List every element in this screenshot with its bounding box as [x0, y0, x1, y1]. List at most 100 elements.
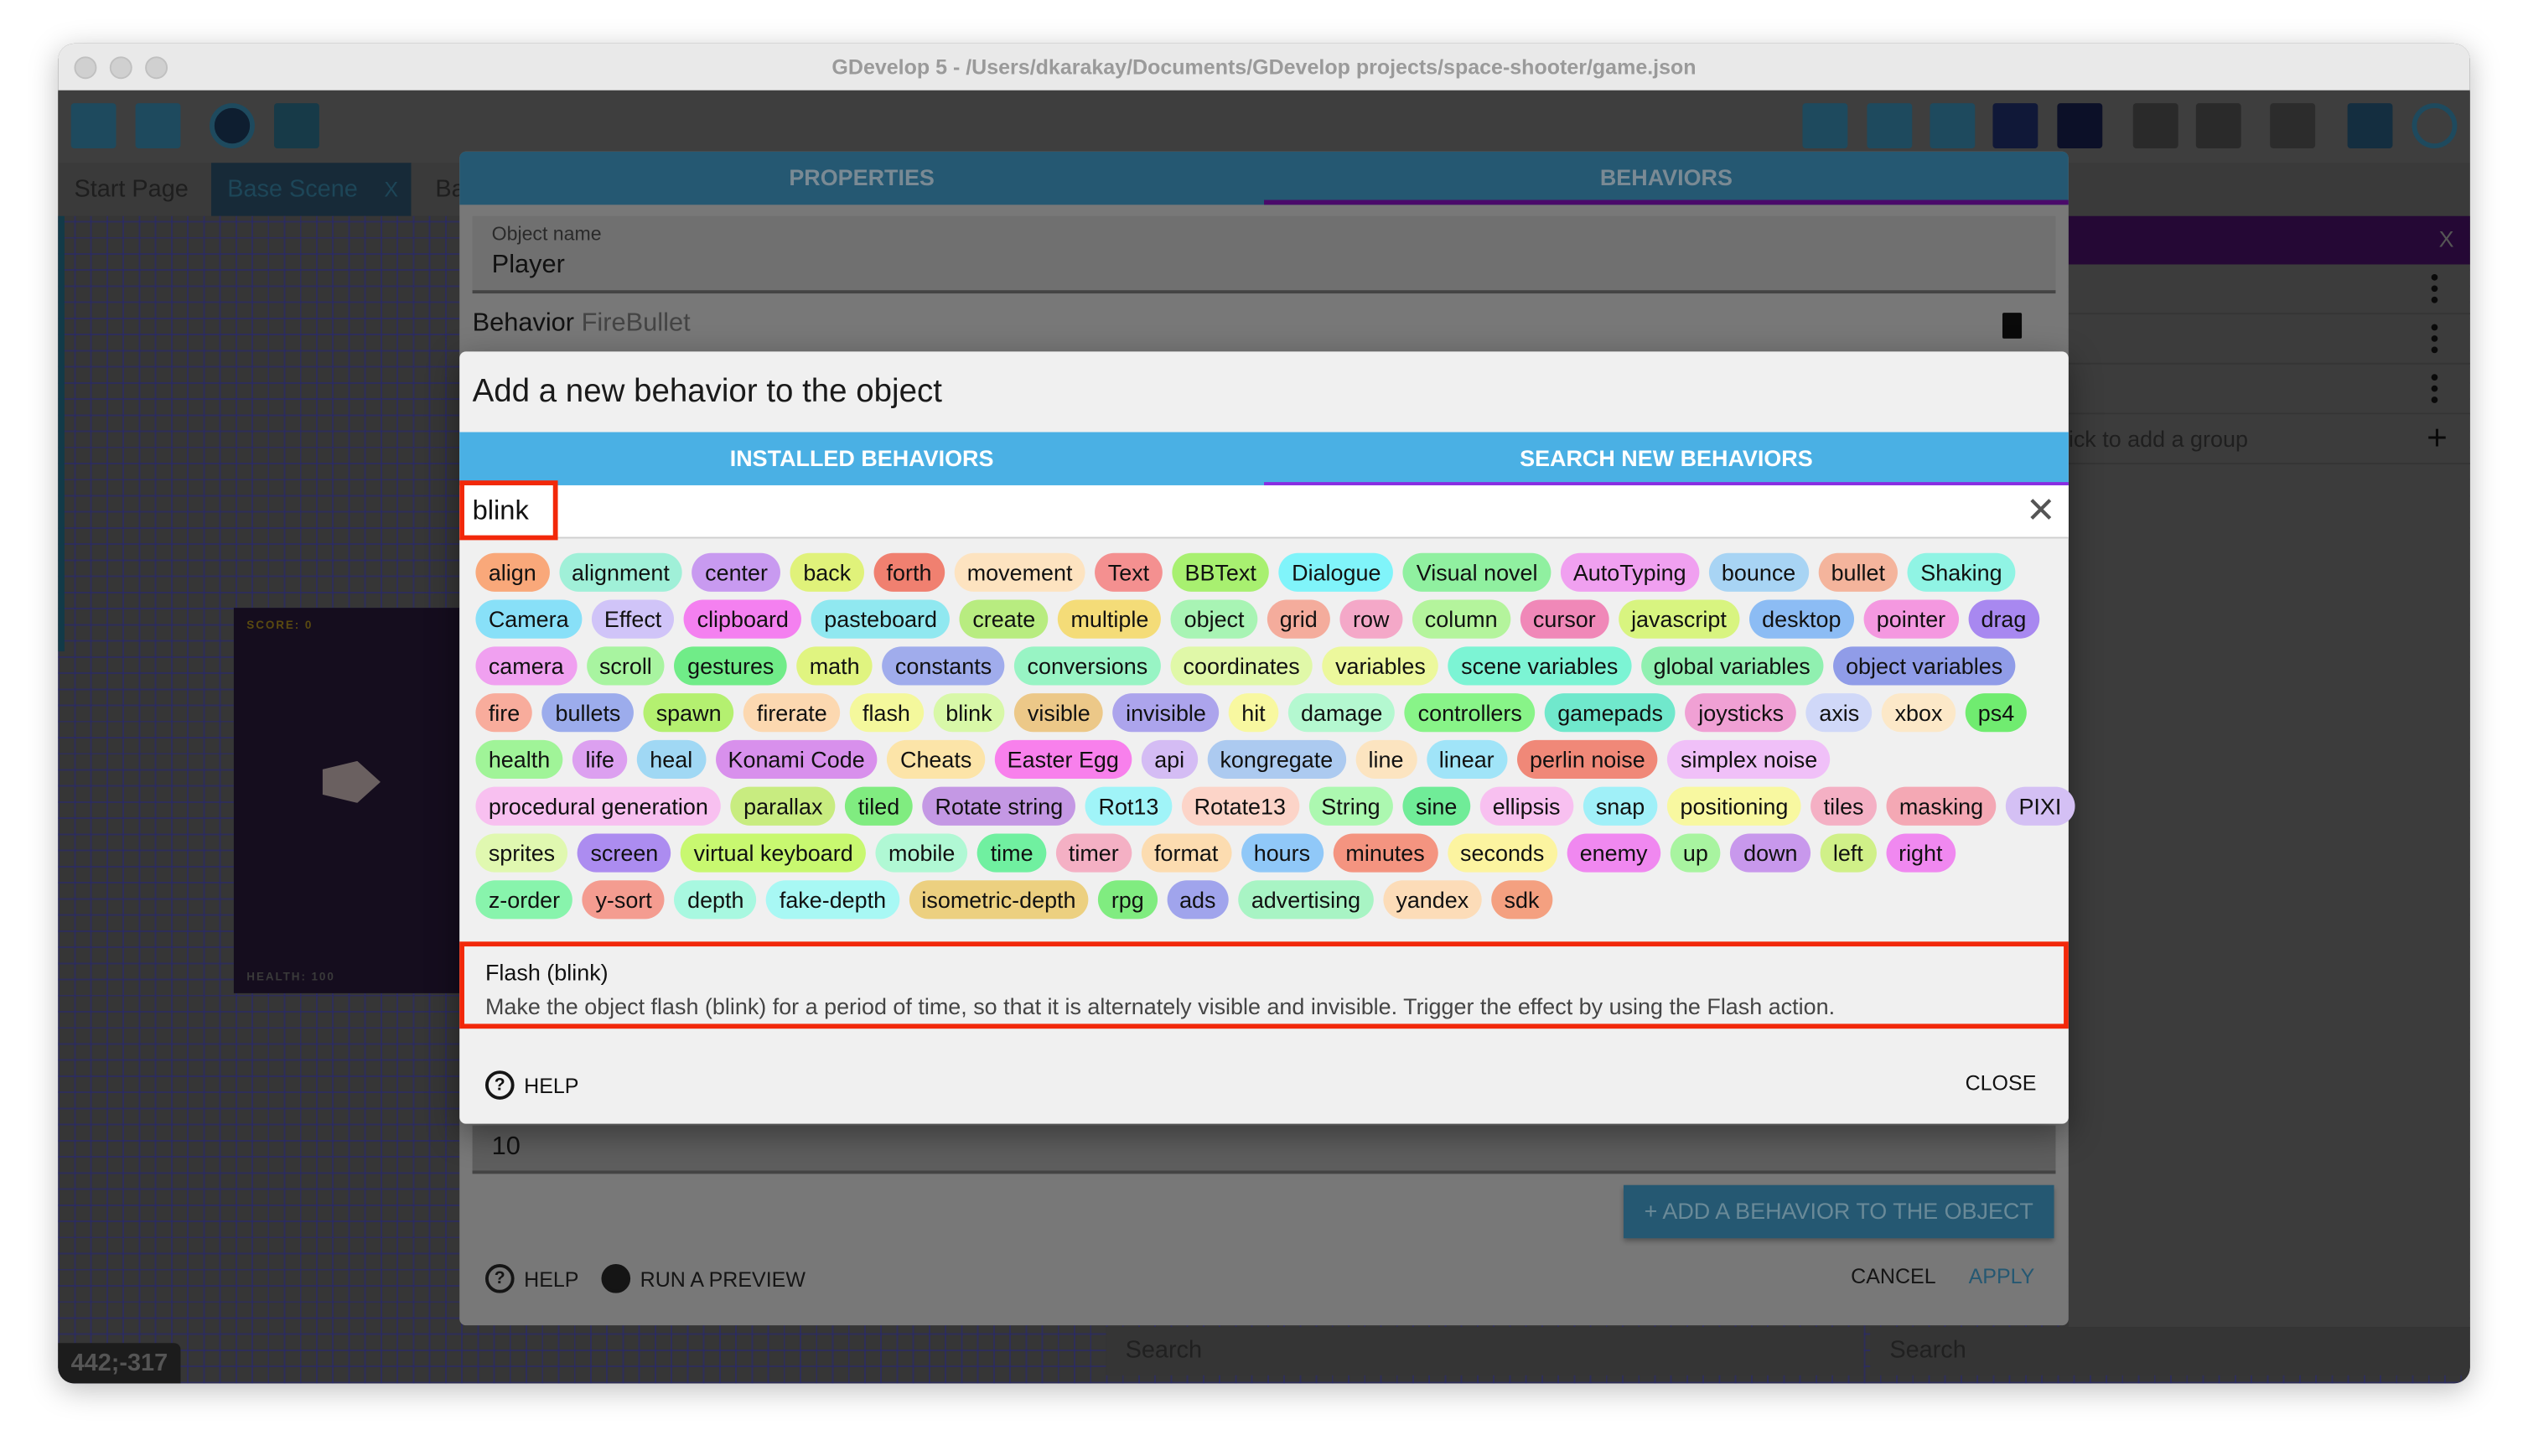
tag-chip[interactable]: joysticks	[1685, 693, 1797, 733]
tag-chip[interactable]: camera	[475, 646, 578, 686]
list-item[interactable]	[2068, 314, 2470, 365]
tab-start-page[interactable]: Start Page	[74, 175, 189, 204]
tag-chip[interactable]: forth	[873, 552, 945, 592]
tag-chip[interactable]: format	[1141, 833, 1231, 873]
tag-chip[interactable]: ps4	[1965, 693, 2028, 733]
tag-chip[interactable]: javascript	[1618, 599, 1740, 639]
tag-chip[interactable]: minutes	[1333, 833, 1438, 873]
tag-chip[interactable]: object variables	[1832, 646, 2016, 686]
grid-icon[interactable]	[2347, 103, 2393, 148]
tag-chip[interactable]: Cheats	[887, 739, 985, 780]
behavior-result[interactable]: Flash (blink) Make the object flash (bli…	[459, 943, 2069, 1029]
zoom-reset-icon[interactable]	[2411, 103, 2458, 148]
delete-selection-icon[interactable]	[2270, 103, 2316, 148]
tag-chip[interactable]: sprites	[475, 833, 568, 873]
tag-chip[interactable]: conversions	[1014, 646, 1161, 686]
behavior-name[interactable]: FireBullet	[581, 309, 691, 338]
tag-chip[interactable]: right	[1885, 833, 1956, 873]
tag-chip[interactable]: simplex noise	[1667, 739, 1831, 780]
instances-list-icon[interactable]	[1992, 103, 2038, 148]
tag-chip[interactable]: pasteboard	[811, 599, 951, 639]
tag-chip[interactable]: tiles	[1811, 786, 1877, 826]
tag-chip[interactable]: life	[572, 739, 628, 780]
help-button[interactable]: ? HELP	[484, 1264, 578, 1293]
run-preview-button[interactable]: RUN A PREVIEW	[601, 1264, 806, 1293]
search-input[interactable]: Search	[1106, 1327, 1864, 1376]
tag-chip[interactable]: axis	[1805, 693, 1873, 733]
tag-chip[interactable]: invisible	[1112, 693, 1220, 733]
tag-chip[interactable]: variables	[1322, 646, 1439, 686]
trash-icon[interactable]	[2002, 313, 2023, 339]
tag-chip[interactable]: procedural generation	[475, 786, 722, 826]
help-button[interactable]: ? HELP	[484, 1070, 578, 1100]
tag-chip[interactable]: Text	[1095, 552, 1163, 592]
tab-behaviors[interactable]: BEHAVIORS	[1264, 152, 2069, 205]
tag-chip[interactable]: gamepads	[1544, 693, 1676, 733]
minimize-window-button[interactable]	[109, 56, 132, 80]
tag-chip[interactable]: controllers	[1405, 693, 1536, 733]
tag-chip[interactable]: fire	[475, 693, 533, 733]
tag-chip[interactable]: pointer	[1863, 599, 1959, 639]
tag-chip[interactable]: visible	[1014, 693, 1104, 733]
tag-chip[interactable]: z-order	[475, 880, 573, 920]
redo-icon[interactable]	[2195, 103, 2241, 148]
close-panel-icon[interactable]: X	[2438, 225, 2454, 252]
player-ship-sprite[interactable]	[322, 760, 381, 803]
tab-search-new-behaviors[interactable]: SEARCH NEW BEHAVIORS	[1264, 432, 2069, 485]
tag-chip[interactable]: back	[790, 552, 864, 592]
tag-chip[interactable]: flash	[849, 693, 924, 733]
tag-chip[interactable]: constants	[882, 646, 1005, 686]
tag-chip[interactable]: drag	[1968, 599, 2039, 639]
close-button[interactable]: CLOSE	[1965, 1070, 2037, 1096]
tag-chip[interactable]: scroll	[586, 646, 666, 686]
tag-chip[interactable]: enemy	[1567, 833, 1660, 873]
tag-chip[interactable]: scene variables	[1448, 646, 1631, 686]
tab-installed-behaviors[interactable]: INSTALLED BEHAVIORS	[729, 444, 994, 471]
tag-chip[interactable]: positioning	[1667, 786, 1801, 826]
tag-chip[interactable]: kongregate	[1207, 739, 1346, 780]
tag-chip[interactable]: hours	[1241, 833, 1324, 873]
tag-chip[interactable]: linear	[1426, 739, 1508, 780]
tag-chip[interactable]: screen	[578, 833, 671, 873]
tag-chip[interactable]: sine	[1402, 786, 1470, 826]
tag-chip[interactable]: global variables	[1640, 646, 1824, 686]
tag-chip[interactable]: mobile	[875, 833, 968, 873]
tab-base-scene[interactable]: Base Scene X	[210, 163, 412, 216]
tag-chip[interactable]: left	[1820, 833, 1877, 873]
close-window-button[interactable]	[74, 56, 97, 80]
tag-chip[interactable]: BBText	[1172, 552, 1270, 592]
more-options-icon[interactable]	[2431, 273, 2438, 308]
tag-chip[interactable]: Rot13	[1085, 786, 1172, 826]
more-options-icon[interactable]	[2431, 374, 2438, 407]
tag-chip[interactable]: health	[475, 739, 563, 780]
tag-chip[interactable]: coordinates	[1170, 646, 1313, 686]
tag-chip[interactable]: heal	[636, 739, 706, 780]
apply-button[interactable]: APPLY	[1968, 1264, 2035, 1288]
scene-icon[interactable]	[135, 103, 181, 148]
tag-chip[interactable]: damage	[1287, 693, 1396, 733]
tag-chip[interactable]: alignment	[558, 552, 683, 592]
tag-chip[interactable]: virtual keyboard	[681, 833, 867, 873]
tag-chip[interactable]: bullets	[542, 693, 634, 733]
tag-chip[interactable]: parallax	[730, 786, 836, 826]
tag-chip[interactable]: time	[977, 833, 1046, 873]
tag-chip[interactable]: hit	[1228, 693, 1279, 733]
tag-chip[interactable]: Dialogue	[1278, 552, 1394, 592]
tag-chip[interactable]: Konami Code	[715, 739, 878, 780]
tag-chip[interactable]: masking	[1886, 786, 1997, 826]
tag-chip[interactable]: bullet	[1818, 552, 1899, 592]
tag-chip[interactable]: ads	[1166, 880, 1229, 920]
undo-icon[interactable]	[2132, 103, 2178, 148]
tag-chip[interactable]: fake-depth	[766, 880, 899, 920]
layers-icon[interactable]	[2057, 103, 2103, 148]
tag-chip[interactable]: blink	[932, 693, 1006, 733]
tag-chip[interactable]: line	[1355, 739, 1417, 780]
scrollbar[interactable]	[58, 215, 65, 652]
tag-chip[interactable]: down	[1730, 833, 1811, 873]
tag-chip[interactable]: Rotate string	[922, 786, 1076, 826]
tag-chip[interactable]: desktop	[1748, 599, 1854, 639]
tag-chip[interactable]: Rotate13	[1181, 786, 1299, 826]
tag-chip[interactable]: rpg	[1098, 880, 1158, 920]
behavior-search-input[interactable]	[472, 484, 1924, 537]
tag-chip[interactable]: PIXI	[2006, 786, 2075, 826]
